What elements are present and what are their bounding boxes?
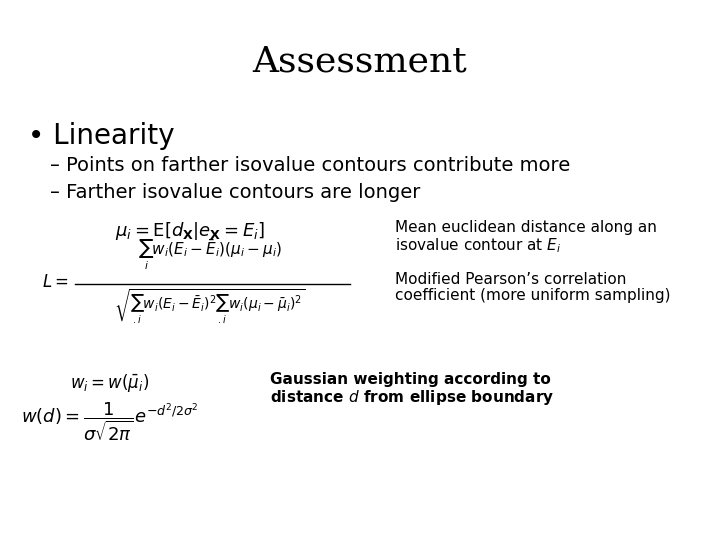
Text: Modified Pearson’s correlation: Modified Pearson’s correlation — [395, 272, 626, 287]
Text: $L = $: $L = $ — [42, 273, 68, 291]
Text: Mean euclidean distance along an: Mean euclidean distance along an — [395, 220, 657, 235]
Text: $w_i = w(\bar{\mu}_i)$: $w_i = w(\bar{\mu}_i)$ — [71, 372, 150, 394]
Text: • Linearity: • Linearity — [28, 122, 174, 150]
Text: $\mu_i = \mathrm{E}[d_\mathbf{X}|e_\mathbf{X} = E_i]$: $\mu_i = \mathrm{E}[d_\mathbf{X}|e_\math… — [115, 220, 265, 242]
Text: Gaussian weighting according to: Gaussian weighting according to — [270, 372, 551, 387]
Text: Assessment: Assessment — [253, 45, 467, 79]
Text: coefficient (more uniform sampling): coefficient (more uniform sampling) — [395, 288, 670, 303]
Text: distance $d$ from ellipse boundary: distance $d$ from ellipse boundary — [270, 388, 554, 407]
Text: $\sqrt{\sum_{.i} w_i(E_i-\bar{E}_i)^2 \sum_{.i} w_i(\mu_i-\bar{\mu}_i)^2}$: $\sqrt{\sum_{.i} w_i(E_i-\bar{E}_i)^2 \s… — [114, 287, 305, 326]
Text: isovalue contour at $E_i$: isovalue contour at $E_i$ — [395, 236, 561, 255]
Text: – Farther isovalue contours are longer: – Farther isovalue contours are longer — [50, 183, 420, 202]
Text: $\sum_i w_i(E_i - \bar{E}_i)(\mu_i - \mu_i)$: $\sum_i w_i(E_i - \bar{E}_i)(\mu_i - \mu… — [138, 238, 282, 272]
Text: $w(d) = \dfrac{1}{\sigma\sqrt{2\pi}}e^{-d^2/2\sigma^2}$: $w(d) = \dfrac{1}{\sigma\sqrt{2\pi}}e^{-… — [21, 400, 199, 443]
Text: – Points on farther isovalue contours contribute more: – Points on farther isovalue contours co… — [50, 156, 570, 175]
